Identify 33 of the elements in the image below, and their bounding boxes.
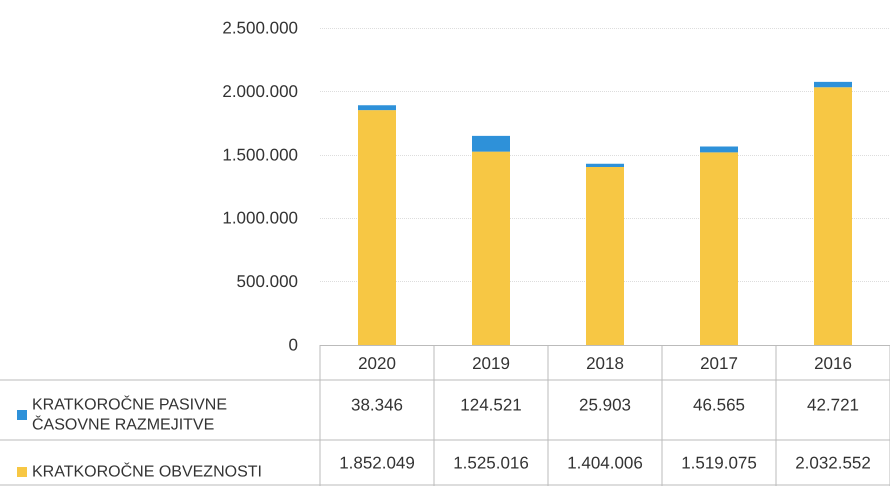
data-label: 1.519.075	[681, 454, 757, 472]
data-label: 1.404.006	[567, 454, 643, 472]
bar	[586, 164, 624, 167]
x-tick-label: 2016	[814, 354, 852, 373]
x-tick-label: 2017	[700, 354, 738, 373]
y-tick-label: 1.000.000	[222, 208, 298, 228]
data-label: 1.525.016	[453, 454, 529, 472]
data-label: 124.521	[460, 396, 522, 414]
data-label: 1.852.049	[339, 454, 415, 472]
bar	[358, 110, 396, 345]
data-label: 25.903	[579, 396, 631, 414]
data-label: 46.565	[693, 396, 745, 414]
x-tick-label: 2020	[358, 354, 396, 373]
legend-label: KRATKOROČNE OBVEZNOSTI	[32, 462, 262, 480]
x-tick-label: 2019	[472, 354, 510, 373]
bar	[358, 105, 396, 110]
y-tick-label: 0	[288, 336, 298, 354]
bar	[700, 152, 738, 345]
x-tick-label: 2018	[586, 354, 624, 373]
y-tick-label: 2.000.000	[222, 82, 298, 101]
data-label: 2.032.552	[795, 454, 871, 472]
y-tick-label: 2.500.000	[222, 18, 298, 38]
bar	[586, 166, 624, 345]
data-label: 38.346	[351, 396, 403, 414]
y-tick-label: 500.000	[236, 272, 298, 292]
bar	[700, 146, 738, 152]
bar	[814, 87, 852, 345]
bar	[814, 82, 852, 88]
bar	[472, 152, 510, 345]
y-tick-label: 1.500.000	[222, 145, 298, 164]
data-label: 42.721	[807, 396, 859, 414]
legend-label: KRATKOROČNE PASIVNE ČASOVNE RAZMEJITVE	[32, 396, 232, 434]
bar	[472, 136, 510, 152]
